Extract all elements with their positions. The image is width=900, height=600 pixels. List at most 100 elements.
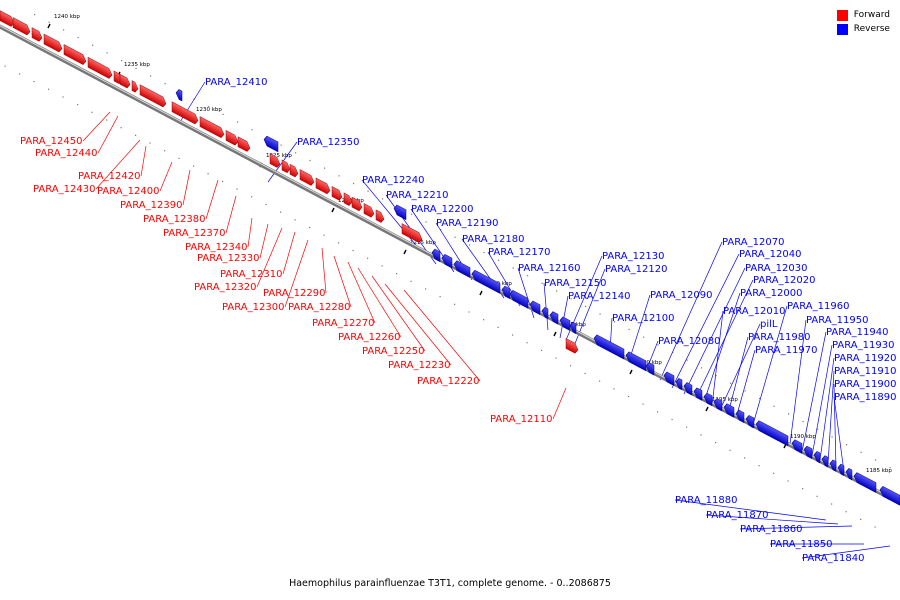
- gene-shape: [501, 285, 511, 300]
- scale-minor-tick: [454, 303, 456, 305]
- scale-minor-tick: [585, 305, 587, 308]
- gene-shape: [63, 44, 87, 65]
- reverse-swatch: [836, 23, 848, 35]
- gene-shape: [263, 135, 279, 153]
- gene-leader-line: [819, 357, 835, 461]
- gene-label: PARA_12260: [338, 332, 400, 343]
- reverse-gene-block: [693, 387, 703, 401]
- gene-shape: [821, 455, 829, 468]
- scale-minor-tick: [367, 190, 369, 192]
- forward-gene-block: [331, 186, 343, 201]
- scale-minor-tick: [121, 60, 123, 62]
- forward-swatch: [836, 9, 848, 21]
- reverse-gene-block: [675, 377, 683, 391]
- gene-leader-line: [205, 179, 219, 220]
- legend-label-forward: Forward: [853, 10, 890, 20]
- scale-label: 1185 kbp: [866, 468, 892, 474]
- gene-label: PARA_11970: [755, 345, 817, 356]
- scale-label: 1225 kbp: [266, 153, 292, 159]
- forward-gene-block: [12, 17, 31, 36]
- reverse-gene-block: [663, 371, 675, 387]
- gene-shape: [199, 116, 225, 139]
- gene-leader-line: [801, 545, 891, 559]
- scale-minor-tick: [410, 280, 412, 282]
- scale-label: 1190 kbp: [790, 434, 816, 440]
- scale-minor-tick: [106, 119, 108, 121]
- scale-label: 1215 kbp: [410, 240, 436, 246]
- scale-minor-tick: [381, 265, 383, 267]
- scale-minor-tick: [251, 196, 253, 198]
- gene-label: PARA_11870: [706, 510, 768, 521]
- gene-shape: [31, 27, 43, 42]
- reverse-gene-block: [703, 392, 713, 407]
- gene-shape: [281, 159, 291, 173]
- reverse-gene-block: [821, 455, 829, 468]
- reverse-gene-block: [549, 311, 559, 325]
- scale-minor-tick: [657, 344, 659, 346]
- gene-label: PARA_12190: [436, 218, 498, 229]
- reverse-gene-block: [263, 135, 279, 153]
- scale-minor-tick: [295, 152, 297, 154]
- forward-gene-block: [565, 338, 579, 354]
- scale-major-tick: [479, 290, 483, 296]
- reverse-gene-block: [593, 334, 625, 360]
- gene-shape: [12, 17, 31, 36]
- forward-gene-block: [139, 84, 167, 108]
- scale-minor-tick: [120, 127, 122, 129]
- gene-leader-line: [705, 514, 839, 525]
- legend-item-forward: Forward: [836, 8, 890, 22]
- forward-gene-block: [269, 153, 281, 168]
- scale-minor-tick: [280, 144, 282, 146]
- forward-gene-block: [119, 73, 131, 89]
- scale-minor-tick: [788, 413, 790, 415]
- gene-label: PARA_12320: [194, 282, 256, 293]
- scale-minor-tick: [730, 382, 732, 384]
- scale-minor-tick: [222, 113, 224, 115]
- scale-minor-tick: [483, 319, 485, 321]
- forward-gene-block: [171, 101, 199, 125]
- scale-minor-tick: [657, 411, 659, 413]
- gene-leader-line: [182, 169, 191, 206]
- scale-label: 1235 kbp: [124, 62, 150, 68]
- gene-label: PARA_12290: [263, 288, 325, 299]
- scale-minor-tick: [686, 359, 688, 361]
- forward-gene-block: [237, 136, 251, 152]
- reverse-gene-block: [837, 463, 845, 477]
- gene-shape: [879, 486, 900, 506]
- scale-minor-tick: [628, 395, 630, 398]
- scale-major-tick: [629, 369, 633, 375]
- scale-minor-tick: [845, 511, 847, 513]
- gene-label: PARA_11940: [826, 327, 888, 338]
- gene-leader-line: [827, 370, 835, 465]
- scale-minor-tick: [874, 526, 876, 528]
- scale-minor-tick: [135, 67, 137, 69]
- scale-minor-tick: [875, 459, 877, 461]
- reverse-gene-block: [813, 451, 821, 464]
- forward-gene-block: [225, 129, 239, 146]
- gene-label: PARA_12330: [197, 253, 259, 264]
- gene-leader-line: [727, 336, 749, 415]
- gene-shape: [175, 89, 183, 102]
- scale-minor-tick: [570, 298, 572, 300]
- scale-minor-tick: [425, 221, 427, 223]
- gene-label: PARA_12410: [205, 77, 267, 88]
- scale-minor-tick: [729, 449, 731, 451]
- forward-gene-block: [315, 177, 331, 195]
- gene-shape: [569, 321, 577, 335]
- gene-shape: [453, 260, 471, 278]
- reverse-gene-block: [471, 269, 501, 294]
- gene-shape: [645, 362, 655, 376]
- scale-minor-tick: [715, 374, 717, 377]
- gene-label: PARA_12140: [568, 291, 630, 302]
- scale-minor-tick: [309, 226, 311, 229]
- gene-label: PARA_11930: [832, 340, 894, 351]
- gene-leader-line: [225, 195, 237, 234]
- scale-minor-tick: [382, 198, 384, 200]
- scale-major-tick: [47, 23, 51, 29]
- gene-label: PARA_12210: [386, 190, 448, 201]
- scale-minor-tick: [526, 342, 528, 344]
- scale-minor-tick: [4, 65, 6, 67]
- gene-leader-line: [647, 340, 659, 367]
- scale-minor-tick: [686, 426, 688, 428]
- legend-label-reverse: Reverse: [853, 24, 890, 34]
